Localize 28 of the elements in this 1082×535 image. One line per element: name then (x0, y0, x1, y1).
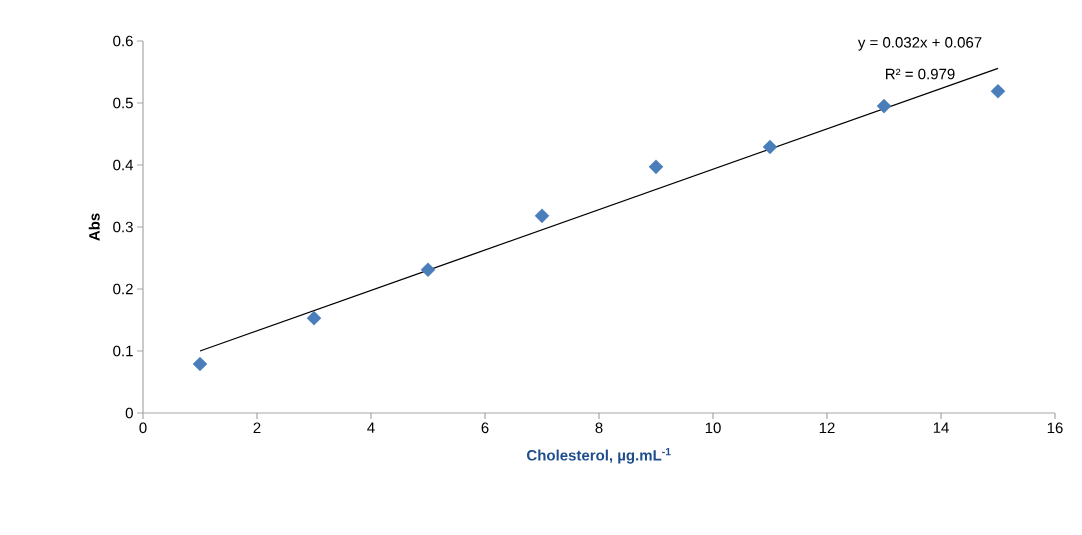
point (762, 139, 778, 155)
x-tick-label: 4 (367, 422, 375, 433)
y-tick-label: 0.2 (113, 283, 133, 295)
point (534, 208, 550, 224)
x-tick-label: 12 (819, 422, 835, 433)
x-tick-label: 10 (705, 422, 721, 434)
annotation: R² = 0.979 (886, 68, 955, 80)
x-tick-label: 0 (139, 422, 147, 434)
point (420, 262, 436, 278)
annotation: y = 0.032x + 0.067 (857, 37, 982, 51)
y-tick-label: 0.6 (113, 35, 133, 47)
x-tick-label: 14 (933, 422, 949, 433)
y-tick-label: 0.5 (113, 97, 133, 109)
point (306, 310, 322, 326)
y-axis-title: Abs (88, 213, 100, 241)
point (990, 83, 1006, 99)
x-tick-label: 2 (253, 422, 261, 433)
y-tick-label: 0.4 (113, 159, 134, 171)
x-tick-label: 6 (481, 422, 489, 434)
x-tick-label: 16 (1047, 422, 1063, 434)
point (876, 98, 892, 114)
x-tick-label: 8 (595, 422, 603, 434)
point (192, 356, 208, 372)
y-tick-label: 0.3 (113, 221, 133, 233)
x-axis-title: Cholesterol, µg.mL$^{-1}$ (527, 448, 671, 464)
y-tick-label: 0 (125, 407, 133, 419)
point (648, 159, 664, 175)
y-tick-label: 0.1 (113, 345, 133, 357)
